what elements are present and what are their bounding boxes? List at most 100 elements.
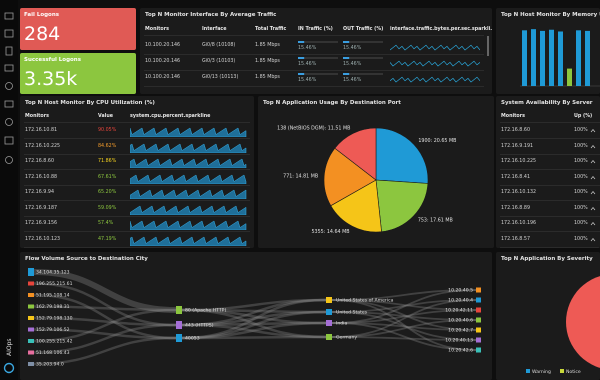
bar-track <box>298 41 338 43</box>
flow-link <box>33 269 177 313</box>
scrollbar <box>487 36 489 56</box>
column-header: Value <box>98 114 113 119</box>
traffic-bar <box>343 41 350 43</box>
sparkline <box>130 143 247 153</box>
icon-flow[interactable] <box>4 100 14 108</box>
icon-users[interactable] <box>5 118 13 126</box>
monitor-cell: 172.16.8.60 <box>501 128 530 133</box>
interface-cell: Gi0/8 (10108) <box>202 43 236 48</box>
destination-node <box>476 337 481 343</box>
bar <box>558 31 563 86</box>
source-node <box>28 350 34 355</box>
total-cell: 1.85 Mbps <box>255 59 280 64</box>
column-header: system.cpu.percent.sparkline <box>130 114 211 119</box>
up-arrow <box>590 206 596 210</box>
up-arrow <box>590 221 596 226</box>
pie-slice <box>330 179 382 233</box>
interface-cell: Gi0/3 (10103) <box>202 59 236 64</box>
chart <box>130 143 247 153</box>
flow-link <box>181 321 327 327</box>
memory-panel: Top N Host Monitor By Memory Utilization <box>496 8 600 94</box>
row-divider <box>24 200 250 201</box>
icon-bell[interactable] <box>5 82 13 90</box>
chart <box>343 57 383 59</box>
flow-link <box>181 298 327 327</box>
monitor-cell: 172.16.8.60 <box>25 159 54 164</box>
icon-grid[interactable] <box>4 29 14 38</box>
destination-label: 10.20.40.5 <box>448 288 473 294</box>
interface-panel: Top N Monitor Interface By Average Traff… <box>140 8 492 94</box>
flow-link <box>331 289 477 301</box>
chart: 1900: 20.65 MB 753: 17.61 MB 5355: 14.64 M… <box>277 125 456 235</box>
country-node <box>326 297 332 303</box>
chart <box>390 44 480 51</box>
country-label: Germany <box>336 335 357 341</box>
kpi-tile: Successful Logons 3.35k <box>20 53 136 94</box>
flow-link <box>33 282 177 327</box>
source-label: 162.79.198.31 <box>36 304 70 310</box>
traffic-label: 15.46% <box>298 46 317 51</box>
flow-link <box>331 299 477 338</box>
row-divider <box>144 70 484 71</box>
column-header: Interface <box>202 27 227 32</box>
country-node <box>326 334 332 340</box>
sparkline <box>130 158 247 168</box>
icon-settings[interactable] <box>5 156 13 164</box>
flow-link <box>181 321 327 340</box>
chart <box>343 73 383 75</box>
icon-file[interactable] <box>5 46 13 56</box>
bar-track <box>343 57 383 59</box>
cpu-panel: Top N Host Monitor By CPU Utilization (%… <box>20 96 254 248</box>
flow-link <box>331 311 477 341</box>
kpi-value: 3.35k <box>24 68 78 90</box>
panel-title: Top N Host Monitor By Memory Utilization <box>501 12 600 18</box>
slice-label: 5355: 14.64 MB <box>312 229 350 235</box>
chart <box>130 220 247 230</box>
chart <box>298 57 338 59</box>
monitor-cell: 172.16.9.94 <box>25 190 54 195</box>
kpi-title: Successful Logons <box>24 57 81 63</box>
flow-link <box>181 308 327 314</box>
kpi-tile: Fail Logons 284 <box>20 8 136 50</box>
chart: Warning Notice <box>526 276 600 375</box>
chart <box>590 175 596 179</box>
monitor-cell: 10.100.20.146 <box>145 75 181 80</box>
bar <box>540 30 545 86</box>
value-cell: 59.09% <box>98 205 117 211</box>
chart <box>590 221 596 226</box>
source-label: 34.104.35.123 <box>36 270 70 276</box>
flow-link <box>331 309 477 324</box>
value-cell: 57.4% <box>98 221 114 226</box>
chart <box>130 127 247 137</box>
value-cell: 47.19% <box>98 236 117 242</box>
sparkline <box>130 236 247 246</box>
up-cell: 100% <box>574 143 588 149</box>
kpi-title: Fail Logons <box>24 12 60 18</box>
flow-link <box>33 336 177 366</box>
pie-slice <box>375 127 429 184</box>
source-node <box>28 281 34 286</box>
panel-title: Top N Monitor Interface By Average Traff… <box>145 12 277 18</box>
icon-list[interactable] <box>4 136 14 145</box>
row-divider <box>500 122 600 123</box>
up-arrow <box>590 175 596 179</box>
value-cell: 90.05% <box>98 128 117 133</box>
up-cell: 100% <box>574 236 588 242</box>
port-node <box>176 321 182 329</box>
monitor-cell: 172.16.9.191 <box>501 143 534 149</box>
sparkline <box>130 174 247 184</box>
up-cell: 100% <box>574 174 588 180</box>
chart <box>130 158 247 168</box>
icon-chart[interactable] <box>4 64 14 72</box>
chart <box>590 128 596 133</box>
monitor-cell: 172.16.8.89 <box>501 205 530 211</box>
flow-link <box>331 299 477 331</box>
pie-slice <box>323 147 377 207</box>
severity-panel: Top N Application By Severity Warning Noti… <box>496 252 600 380</box>
chart <box>590 237 596 241</box>
source-label: 152.79.198.130 <box>36 316 73 322</box>
source-node <box>28 304 34 309</box>
chart <box>390 60 480 67</box>
icon-monitor[interactable] <box>4 12 14 20</box>
